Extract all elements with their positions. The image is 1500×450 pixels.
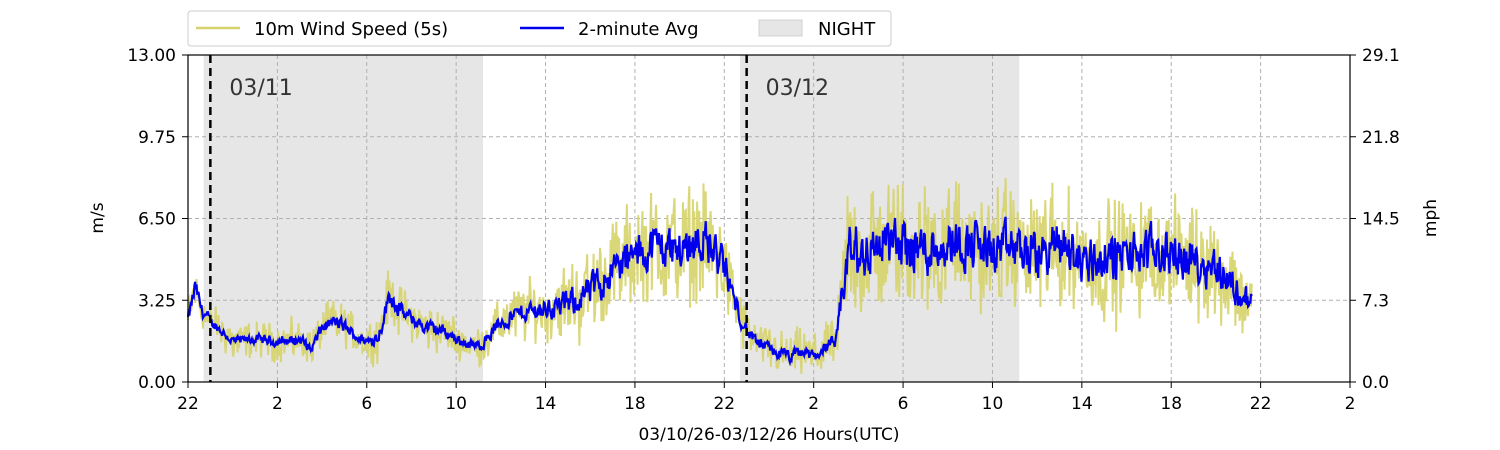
y-axis-right-title: mph bbox=[1421, 199, 1441, 237]
avg-wind-series bbox=[186, 216, 1253, 367]
series-line-2min-avg bbox=[186, 216, 1253, 367]
ytick-right-label-3: 21.8 bbox=[1362, 128, 1400, 148]
xtick-label-5: 18 bbox=[624, 394, 646, 414]
xtick-label-8: 6 bbox=[898, 394, 909, 414]
date-marker-label-0: 03/11 bbox=[229, 76, 292, 101]
xtick-label-10: 14 bbox=[1071, 394, 1093, 414]
legend-label-avg: 2-minute Avg bbox=[578, 19, 699, 40]
xtick-label-6: 22 bbox=[713, 394, 735, 414]
legend-label-night: NIGHT bbox=[818, 19, 876, 40]
ytick-right-label-2: 14.5 bbox=[1362, 210, 1400, 230]
xtick-label-12: 22 bbox=[1250, 394, 1272, 414]
y-axis-right-ticks: 0.0 7.3 14.5 21.8 29.1 bbox=[1350, 46, 1400, 393]
xtick-label-4: 14 bbox=[535, 394, 557, 414]
ytick-label-0: 0.00 bbox=[138, 373, 176, 393]
y-axis-ticks: 0.00 3.25 6.50 9.75 13.00 bbox=[127, 46, 188, 393]
xtick-label-13: 2 bbox=[1345, 394, 1356, 414]
ytick-label-4: 13.00 bbox=[127, 46, 176, 66]
xtick-label-11: 18 bbox=[1160, 394, 1182, 414]
y-axis-title: m/s bbox=[88, 202, 108, 233]
ytick-right-label-1: 7.3 bbox=[1362, 291, 1389, 311]
xtick-label-7: 2 bbox=[808, 394, 819, 414]
xtick-label-2: 6 bbox=[361, 394, 372, 414]
ytick-label-1: 3.25 bbox=[138, 291, 176, 311]
xtick-label-3: 10 bbox=[445, 394, 467, 414]
xtick-label-0: 22 bbox=[177, 394, 199, 414]
legend-label-raw: 10m Wind Speed (5s) bbox=[254, 19, 448, 40]
x-axis-ticks: 22 2 6 10 14 18 22 2 6 10 14 18 22 2 bbox=[177, 382, 1355, 414]
date-marker-label-1: 03/12 bbox=[766, 76, 829, 101]
ytick-right-label-4: 29.1 bbox=[1362, 46, 1400, 66]
x-axis-title: 03/10/26-03/12/26 Hours(UTC) bbox=[638, 425, 899, 445]
xtick-label-9: 10 bbox=[982, 394, 1004, 414]
xtick-label-1: 2 bbox=[272, 394, 283, 414]
ytick-right-label-0: 0.0 bbox=[1362, 373, 1389, 393]
legend: 10m Wind Speed (5s) 2-minute Avg NIGHT bbox=[187, 10, 892, 47]
legend-swatch-night bbox=[758, 19, 803, 37]
ytick-label-3: 9.75 bbox=[138, 128, 176, 148]
date-markers: 03/11 03/12 bbox=[209, 55, 829, 382]
ytick-label-2: 6.50 bbox=[138, 210, 176, 230]
